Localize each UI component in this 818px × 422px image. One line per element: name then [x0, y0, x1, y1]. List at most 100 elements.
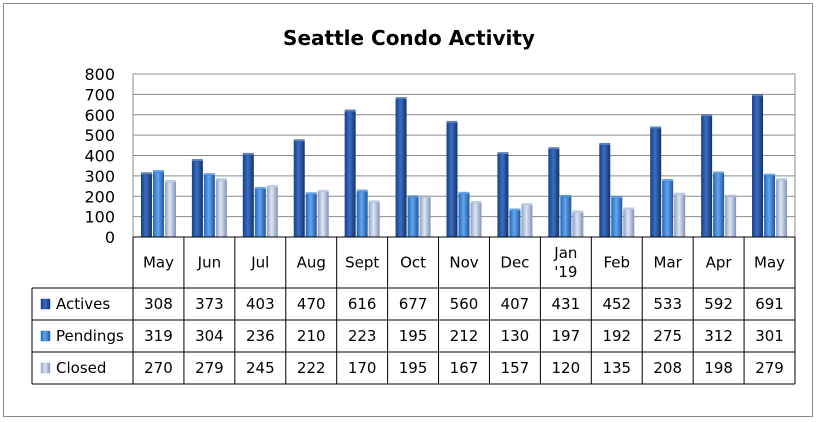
bar-closed-12 — [776, 180, 788, 237]
category-label: Sept — [345, 254, 379, 272]
table-value: 210 — [297, 327, 326, 345]
table-value: 691 — [755, 295, 784, 313]
bar-cap — [599, 142, 611, 146]
bar-pendings-4 — [356, 191, 368, 237]
bar-pendings-2 — [254, 188, 266, 237]
bar-actives-4 — [344, 111, 356, 237]
table-value: 195 — [399, 359, 428, 377]
bar-closed-3 — [317, 191, 329, 237]
table-value: 279 — [755, 359, 784, 377]
bar-cap — [764, 173, 776, 177]
bar-pendings-7 — [509, 210, 521, 237]
bar-cap — [662, 178, 674, 182]
bar-cap — [572, 210, 584, 214]
bar-cap — [752, 94, 764, 97]
category-label: Mar — [654, 254, 683, 272]
y-tick-label: 100 — [84, 208, 115, 227]
table-value: 592 — [704, 295, 733, 313]
category-label: May — [754, 254, 785, 272]
legend-label-pendings: Pendings — [56, 327, 124, 345]
bar-closed-6 — [470, 202, 482, 237]
bar-cap — [623, 207, 635, 210]
bar-pendings-10 — [662, 180, 674, 237]
bar-closed-10 — [674, 194, 686, 237]
table-value: 312 — [704, 327, 733, 345]
bar-cap — [521, 203, 533, 206]
category-label: Jul — [250, 254, 269, 272]
y-tick-label: 300 — [84, 167, 115, 186]
bar-pendings-5 — [407, 197, 419, 237]
table-value: 195 — [399, 327, 428, 345]
table-value: 407 — [501, 295, 530, 313]
table-value: 308 — [144, 295, 173, 313]
bar-cap — [509, 208, 521, 212]
bar-cap — [497, 152, 509, 155]
bar-cap — [293, 139, 305, 142]
bar-cap — [368, 200, 380, 203]
bar-cap — [140, 172, 152, 175]
table-value: 223 — [348, 327, 377, 345]
bar-cap — [203, 173, 215, 176]
bar-closed-1 — [215, 180, 227, 237]
y-tick-label: 800 — [84, 65, 115, 84]
bar-actives-12 — [752, 96, 764, 238]
category-label: May — [143, 254, 174, 272]
table-value: 373 — [195, 295, 224, 313]
bar-cap — [713, 171, 725, 174]
bar-pendings-8 — [560, 196, 572, 237]
bar-cap — [674, 192, 686, 196]
bar-cap — [164, 179, 176, 183]
bar-cap — [701, 114, 713, 117]
bar-cap — [548, 147, 560, 150]
table-value: 470 — [297, 295, 326, 313]
table-value: 198 — [704, 359, 733, 377]
bar-closed-7 — [521, 205, 533, 237]
table-value: 197 — [552, 327, 581, 345]
bar-closed-8 — [572, 212, 584, 237]
table-value: 135 — [602, 359, 631, 377]
category-label: Apr — [706, 254, 733, 272]
bar-cap — [254, 186, 266, 190]
bar-pendings-3 — [305, 194, 317, 237]
bar-actives-2 — [242, 154, 254, 237]
bar-cap — [458, 191, 470, 195]
bar-closed-9 — [623, 209, 635, 237]
table-value: 452 — [602, 295, 631, 313]
legend-swatch-closed — [40, 362, 51, 374]
bar-cap — [419, 195, 431, 198]
legend-swatch-actives — [40, 298, 51, 310]
bar-closed-0 — [164, 181, 176, 237]
y-tick-label: 600 — [84, 106, 115, 125]
bar-cap — [446, 120, 458, 124]
table-value: 130 — [501, 327, 530, 345]
bar-cap — [317, 189, 329, 193]
chart-title: Seattle Condo Activity — [283, 26, 535, 50]
table-value: 560 — [450, 295, 479, 313]
table-value: 319 — [144, 327, 173, 345]
bar-actives-0 — [140, 174, 152, 237]
bar-cap — [344, 109, 356, 112]
category-label: Dec — [500, 254, 529, 272]
table-value: 275 — [653, 327, 682, 345]
table-value: 157 — [501, 359, 530, 377]
bar-pendings-1 — [203, 175, 215, 237]
table-value: 120 — [552, 359, 581, 377]
bar-cap — [305, 192, 317, 195]
bar-pendings-12 — [764, 175, 776, 237]
table-value: 167 — [450, 359, 479, 377]
legend-swatch-pendings — [40, 330, 51, 342]
category-label: Feb — [603, 254, 630, 272]
table-value: 431 — [552, 295, 581, 313]
category-label: Aug — [297, 254, 326, 272]
table-value: 616 — [348, 295, 377, 313]
bar-cap — [776, 178, 788, 181]
bar-pendings-11 — [713, 173, 725, 237]
bar-cap — [560, 194, 572, 198]
table-value: 192 — [602, 327, 631, 345]
bar-cap — [215, 178, 227, 181]
table-value: 533 — [653, 295, 682, 313]
bar-closed-11 — [725, 196, 737, 237]
y-tick-label: 500 — [84, 126, 115, 145]
bar-cap — [470, 200, 482, 204]
